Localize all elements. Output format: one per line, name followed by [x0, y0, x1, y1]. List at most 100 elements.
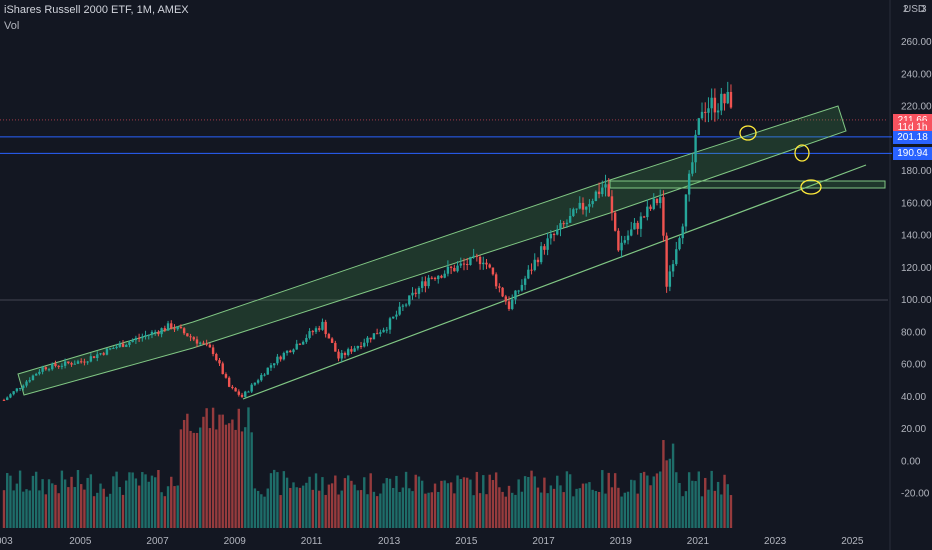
- volume-bar: [498, 487, 501, 528]
- volume-bar: [424, 493, 427, 528]
- candle-body: [324, 321, 327, 335]
- candle-body: [80, 361, 83, 363]
- time-tick-label: 2025: [841, 536, 864, 547]
- candle-body: [687, 173, 691, 195]
- volume-bar: [630, 479, 633, 528]
- candle-body: [227, 377, 231, 387]
- volume-bar: [218, 414, 221, 528]
- candle-body: [568, 215, 572, 223]
- candle-body: [398, 306, 401, 315]
- volume-bar: [578, 488, 581, 528]
- volume-bar: [298, 487, 302, 528]
- candle-body: [263, 374, 266, 376]
- candle-body: [546, 238, 549, 250]
- candle-body: [67, 361, 70, 364]
- candle-body: [585, 206, 588, 210]
- volume-bar: [160, 492, 163, 528]
- time-tick-label: 2007: [146, 536, 169, 547]
- volume-bar: [655, 473, 659, 528]
- candle-body: [556, 229, 559, 235]
- volume-bar: [687, 472, 691, 528]
- candle-body: [726, 91, 729, 104]
- volume-bar: [594, 491, 598, 528]
- volume-bar: [112, 476, 115, 528]
- candle-body: [366, 337, 369, 343]
- volume-bar: [604, 493, 607, 528]
- price-tick-label: 260.00: [901, 37, 932, 48]
- volume-bar: [192, 432, 195, 528]
- candle-body: [211, 347, 215, 355]
- candle-body: [63, 361, 67, 366]
- candle-body: [710, 97, 713, 109]
- volume-bar: [684, 491, 688, 528]
- candle-body: [128, 341, 131, 345]
- volume-bar: [662, 440, 665, 528]
- price-tick-label: 40.00: [901, 392, 926, 403]
- support-zone-rect[interactable]: [609, 180, 886, 189]
- candle-body: [237, 391, 241, 395]
- price-tick-label: 60.00: [901, 360, 926, 371]
- candle-body: [395, 314, 398, 317]
- volume-bar: [92, 496, 96, 528]
- volume-bar: [199, 427, 202, 528]
- candle-body: [12, 391, 15, 395]
- candle-body: [433, 277, 437, 280]
- candle-body: [256, 380, 260, 383]
- candle-body: [713, 97, 717, 113]
- candle-body: [353, 348, 356, 352]
- volume-bar: [189, 430, 192, 528]
- volume-bar: [22, 491, 25, 528]
- candle-body: [346, 349, 350, 356]
- highlight-circle[interactable]: [794, 144, 810, 162]
- candle-body: [520, 284, 524, 291]
- volume-bar: [607, 472, 610, 528]
- candlesticks: [2, 81, 733, 401]
- volume-bar: [620, 496, 623, 528]
- volume-bar: [475, 471, 479, 528]
- price-tick-label: 20.00: [901, 424, 926, 435]
- volume-bar: [639, 473, 643, 528]
- currency-label[interactable]: USD: [904, 4, 926, 15]
- highlight-circle[interactable]: [739, 125, 757, 141]
- volume-bar: [585, 483, 588, 528]
- time-tick-label: 2019: [610, 536, 633, 547]
- volume-bar: [318, 490, 321, 528]
- volume-bar: [720, 494, 723, 528]
- candle-body: [668, 271, 672, 287]
- volume-bar: [372, 491, 376, 528]
- volume-bar: [392, 487, 395, 528]
- volume-bar: [337, 494, 340, 528]
- trend-line-support[interactable]: [242, 164, 867, 400]
- candle-body: [199, 342, 202, 344]
- highlight-circle[interactable]: [800, 179, 822, 195]
- candle-body: [179, 326, 183, 329]
- candle-body: [6, 397, 9, 401]
- time-tick-label: 2013: [378, 536, 401, 547]
- candle-body: [617, 230, 620, 251]
- volume-indicator-label[interactable]: Vol: [4, 20, 20, 32]
- time-tick-label: 2021: [687, 536, 710, 547]
- volume-bar: [375, 496, 379, 528]
- volume-bar: [125, 480, 128, 528]
- volume-bar: [552, 488, 556, 528]
- candle-body: [47, 369, 51, 371]
- volume-bar: [533, 476, 536, 528]
- volume-bar: [398, 492, 401, 528]
- time-tick-label: 2005: [69, 536, 92, 547]
- candle-body: [60, 365, 64, 367]
- candle-body: [604, 184, 607, 188]
- volume-bar: [89, 474, 93, 528]
- candle-body: [125, 344, 128, 347]
- symbol-title[interactable]: iShares Russell 2000 ETF, 1M, AMEX: [4, 4, 189, 16]
- volume-bar: [234, 429, 237, 528]
- candle-body: [18, 387, 22, 389]
- volume-bar: [623, 492, 627, 528]
- candle-body: [417, 287, 421, 294]
- parallel-channel[interactable]: [17, 105, 847, 396]
- candle-body: [298, 343, 302, 345]
- candle-body: [282, 353, 286, 360]
- candle-body: [234, 388, 237, 392]
- candle-body: [707, 108, 710, 113]
- volume-bar: [494, 472, 498, 528]
